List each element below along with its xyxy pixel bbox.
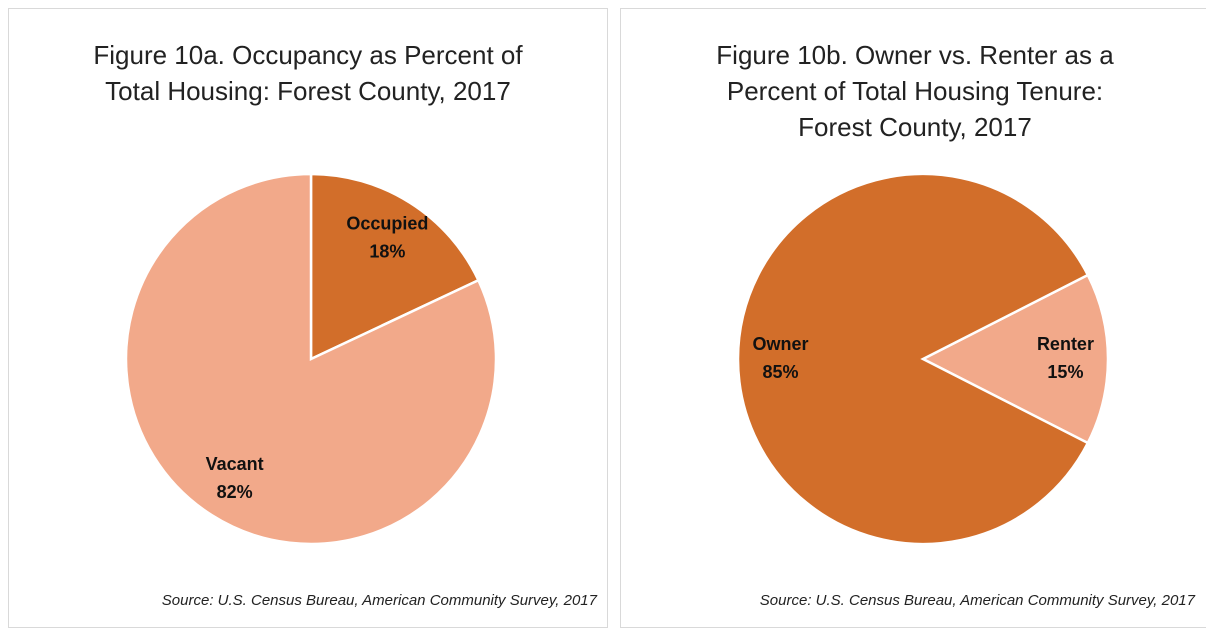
- source-note: Source: U.S. Census Bureau, American Com…: [759, 592, 1195, 609]
- slice-label: Renter: [1037, 334, 1094, 354]
- slice-value-label: 85%: [763, 362, 799, 382]
- pie-slice: [124, 172, 498, 546]
- slice-value-label: 15%: [1047, 362, 1083, 382]
- pie-slice: [920, 273, 1110, 445]
- chart-title: Figure 10a. Occupancy as Percent of Tota…: [93, 40, 523, 106]
- pie-slice: [736, 172, 1090, 546]
- chart-panel: Renter 15% Owner 85% Figure 10b. Owner vs. …: [620, 8, 1206, 628]
- chart-title: Figure 10b. Owner vs. Renter as a Percen…: [716, 40, 1114, 142]
- slice-value-label: 18%: [369, 241, 405, 261]
- slice-label: Owner: [753, 334, 809, 354]
- slice-label: Vacant: [206, 454, 264, 474]
- source-note: Source: U.S. Census Bureau, American Com…: [161, 592, 597, 609]
- chart: Occupied 18% Vacant 82%: [124, 172, 498, 546]
- pie-slice: [309, 172, 481, 361]
- chart: Renter 15% Owner 85%: [736, 172, 1110, 546]
- slice-value-label: 82%: [217, 482, 253, 502]
- chart-panel: Occupied 18% Vacant 82% Figure 10a. Occupan…: [8, 8, 608, 628]
- slice-label: Occupied: [346, 213, 428, 233]
